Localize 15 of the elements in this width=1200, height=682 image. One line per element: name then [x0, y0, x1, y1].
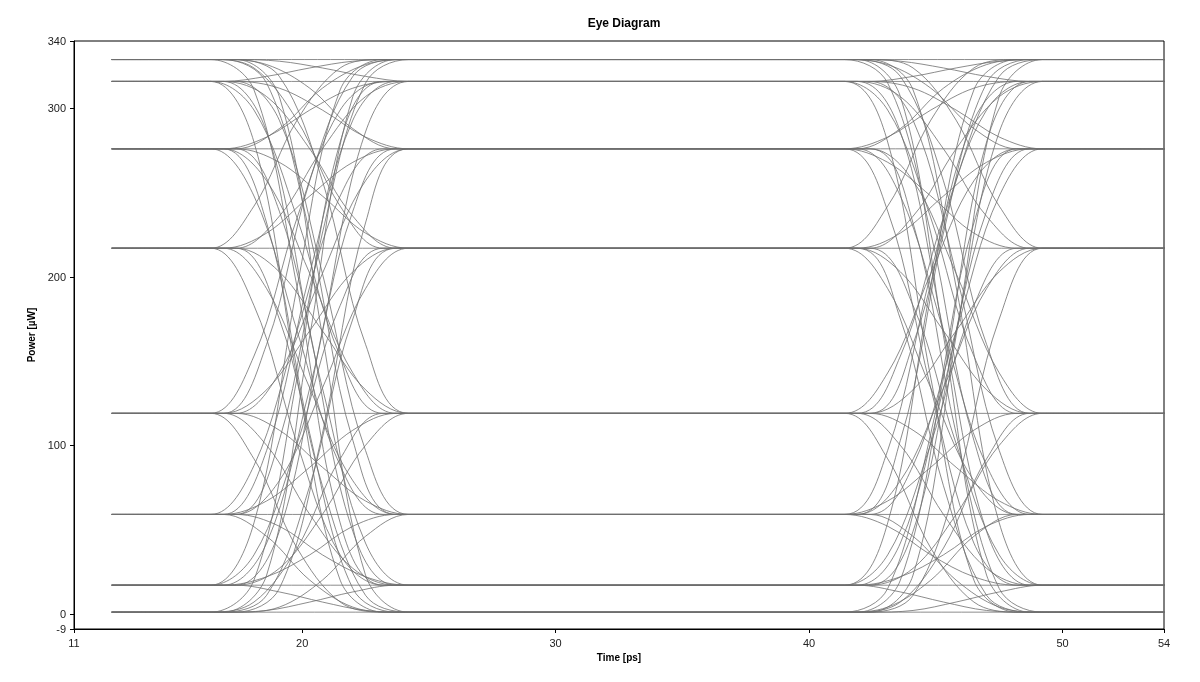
- x-tick-label: 11: [68, 636, 80, 649]
- x-tick-label: 50: [1056, 636, 1069, 649]
- y-tick-label: 300: [47, 102, 66, 115]
- x-tick-label: 20: [296, 636, 309, 649]
- y-tick-label: 0: [59, 607, 66, 620]
- y-tick-label: 200: [47, 270, 66, 283]
- x-tick-label: 30: [549, 636, 562, 649]
- y-tick-label: 340: [47, 35, 66, 47]
- chart-title: Eye Diagram: [587, 16, 661, 30]
- y-tick-label: -9: [56, 623, 66, 635]
- x-axis-title: Time [ps]: [596, 652, 642, 664]
- x-tick-label: 40: [802, 636, 816, 649]
- x-tick-label: 54: [1157, 636, 1171, 649]
- y-tick-label: 100: [47, 439, 66, 452]
- y-axis-title: Power [µW]: [26, 307, 38, 363]
